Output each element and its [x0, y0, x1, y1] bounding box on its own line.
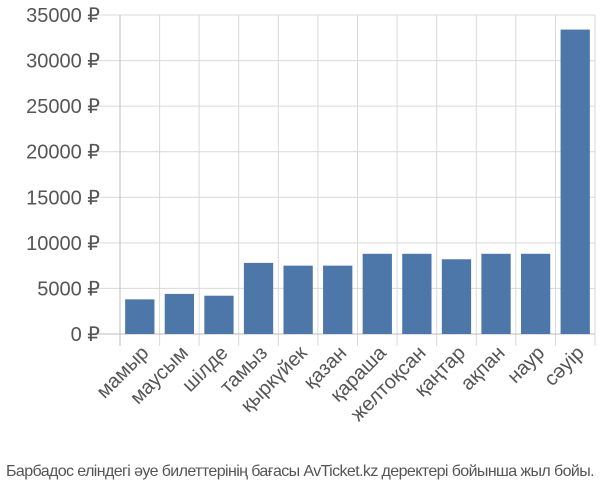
y-tick-label: 0 ₽ — [71, 324, 101, 346]
y-tick-label: 25000 ₽ — [26, 96, 100, 118]
bar-1 — [125, 299, 155, 334]
x-tick-label: наур — [503, 342, 549, 388]
bar-7 — [362, 253, 392, 334]
bar-2 — [164, 293, 195, 334]
y-tick-label: 10000 ₽ — [26, 233, 100, 255]
bar-10 — [481, 253, 511, 334]
y-tick-label: 15000 ₽ — [26, 187, 100, 209]
y-tick-label: 30000 ₽ — [26, 51, 100, 73]
bar-11 — [520, 253, 551, 334]
bar-12 — [560, 29, 590, 335]
bar-chart: 0 ₽ 5000 ₽ 10000 ₽ 15000 ₽ 20000 ₽ 25000 ₽ 300… — [26, 5, 596, 426]
y-tick-label: 35000 ₽ — [26, 5, 100, 27]
y-tick-label: 5000 ₽ — [37, 278, 100, 300]
bar-8 — [402, 253, 432, 334]
bar-3 — [204, 295, 234, 334]
bar-6 — [323, 265, 353, 334]
chart-caption: Барбадос еліндегі әуе билеттерінің бағас… — [6, 463, 595, 480]
x-tick-label: сәуір — [540, 342, 589, 391]
y-tick-label: 20000 ₽ — [26, 142, 100, 164]
bar-9 — [441, 259, 472, 334]
x-tick-label: ақпан — [457, 342, 510, 395]
bar-4 — [243, 262, 274, 334]
bar-5 — [283, 265, 313, 334]
